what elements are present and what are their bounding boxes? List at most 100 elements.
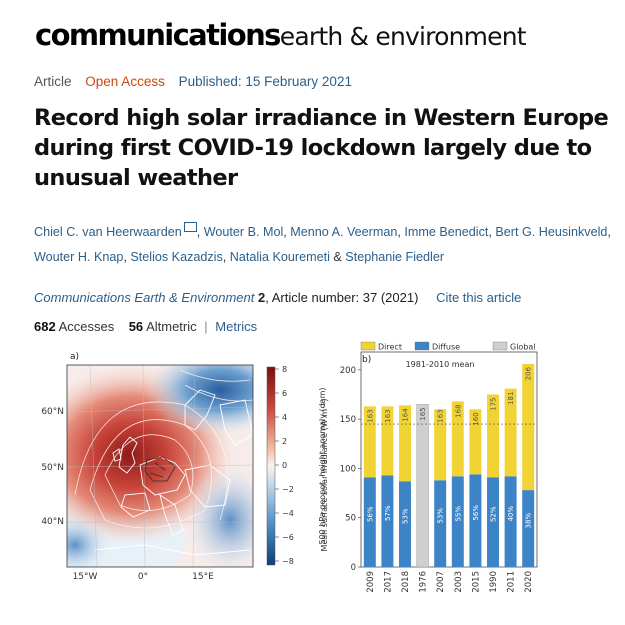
accesses-label: Accesses — [58, 319, 115, 334]
bar-total-label: 163 — [366, 409, 374, 422]
author-link[interactable]: Stephanie Fiedler — [345, 250, 445, 264]
colorbar — [266, 366, 276, 566]
author-link[interactable]: Wouter B. Mol — [203, 225, 284, 239]
bar-direct — [451, 401, 464, 477]
altmetric-label: Altmetric — [146, 319, 197, 334]
y-tick-label: 100 — [340, 464, 356, 474]
altmetric-count: 56 — [128, 319, 144, 334]
legend-swatch — [360, 341, 376, 351]
bar-diffuse — [504, 476, 517, 567]
colorbar-tick-label: −4 — [282, 509, 294, 518]
x-tick-label: 2020 — [524, 571, 534, 593]
legend-label: Global — [510, 343, 536, 352]
author-list: Chiel C. van Heerwaarden, Wouter B. Mol,… — [34, 220, 614, 270]
colorbar-tick-label: −6 — [282, 533, 294, 542]
anomaly-map-figure: a) — [41, 352, 327, 582]
bar-diffuse — [434, 480, 447, 567]
diffuse-pct-label: 53% — [437, 508, 445, 524]
mean-annotation: 1981-2010 mean — [406, 360, 475, 369]
x-tick-label: 2015 — [471, 571, 481, 593]
open-access-badge: Open Access — [85, 74, 165, 89]
diffuse-pct-label: 52% — [490, 506, 498, 522]
diffuse-pct-label: 57% — [384, 505, 392, 521]
article-meta: Article Open Access Published: 15 Februa… — [34, 74, 362, 89]
author-link[interactable]: Chiel C. van Heerwaarden — [34, 225, 182, 239]
author-link[interactable]: Natalia Kouremeti — [229, 250, 330, 264]
panel-b-label: b) — [362, 355, 371, 365]
article-type: Article — [34, 74, 72, 89]
colorbar-tick-label: 4 — [282, 413, 287, 422]
y-tick-label: 150 — [340, 415, 356, 425]
colorbar-tick-label: −2 — [282, 485, 294, 494]
colorbar-tick-label: 6 — [282, 389, 287, 398]
diffuse-pct-label: 53% — [402, 508, 410, 524]
lat-label: 40°N — [41, 517, 64, 527]
citation-journal[interactable]: Communications Earth & Environment — [34, 290, 255, 305]
x-tick-label: 2017 — [383, 571, 393, 593]
colorbar-tick-label: 0 — [282, 461, 287, 470]
bar-total-label: 163 — [437, 409, 445, 422]
bar-diffuse — [451, 476, 464, 567]
email-icon[interactable] — [183, 222, 197, 232]
bar-diffuse — [487, 477, 499, 567]
author-and: & — [333, 250, 342, 264]
author-link[interactable]: Bert G. Heusinkveld — [495, 225, 608, 239]
legend-label: Diffuse — [432, 343, 460, 352]
citation-line: Communications Earth & Environment 2, Ar… — [34, 290, 521, 305]
article-title: Record high solar irradiance in Western … — [34, 105, 609, 191]
bar-total-label: 175 — [490, 398, 498, 411]
journal-masthead[interactable]: communicationsearth & environment — [35, 18, 527, 52]
y-tick-label: 200 — [340, 366, 356, 376]
bar-direct — [469, 409, 482, 475]
author-link[interactable]: Wouter H. Knap — [34, 250, 124, 264]
legend-label: Direct — [378, 343, 402, 352]
author-link[interactable]: Stelios Kazadzis — [130, 250, 223, 264]
colorbar-tick-label: 2 — [282, 437, 287, 446]
bar-direct — [504, 388, 517, 477]
citation-volume: 2 — [258, 290, 266, 305]
lat-label: 50°N — [41, 463, 64, 473]
accesses-count: 682 — [34, 319, 56, 334]
lat-label: 60°N — [41, 407, 64, 417]
colorbar-tick-label: 8 — [282, 365, 287, 374]
bar-total-label: 165 — [419, 407, 427, 420]
cite-this-article-link[interactable]: Cite this article — [436, 290, 522, 305]
x-tick-label: 2003 — [454, 571, 464, 593]
bar-diffuse — [399, 481, 411, 567]
colorbar-tick-label: −8 — [282, 557, 294, 566]
x-tick-label: 2018 — [401, 571, 411, 593]
x-tick-label: 1990 — [489, 571, 499, 593]
bar-total-label: 168 — [454, 404, 462, 417]
bar-total-label: 206 — [525, 366, 533, 380]
irradiance-bar-chart: Direct Diffuse Global b) 1981-2010 mean 0 5… — [320, 341, 538, 593]
bar-diffuse — [522, 490, 535, 567]
bar-diffuse — [469, 474, 482, 567]
article-metrics: 682 Accesses 56 Altmetric | Metrics — [34, 319, 258, 334]
panel-a-label: a) — [70, 352, 79, 362]
y-tick-label: 50 — [345, 514, 356, 524]
bar-total-label: 160 — [472, 412, 480, 425]
bar-diffuse — [381, 475, 394, 567]
journal-name-light: earth & environment — [279, 22, 527, 51]
bar-direct — [522, 363, 535, 491]
citation-article-number: , Article number: 37 (2021) — [265, 290, 419, 305]
bar-total-label: 181 — [507, 392, 515, 405]
diffuse-pct-label: 38% — [525, 513, 533, 529]
diffuse-pct-label: 56% — [472, 505, 480, 521]
author-link[interactable]: Imme Benedict — [404, 225, 489, 239]
x-tick-label: 1976 — [419, 571, 429, 593]
x-tick-label: 2011 — [507, 571, 517, 593]
y-tick-label: 0 — [351, 563, 356, 573]
bar-total-label: 163 — [384, 409, 392, 422]
legend-swatch — [492, 341, 508, 351]
colorbar-label: 500 hPa geopot. height anomaly (dam) — [318, 387, 327, 544]
bar-direct — [399, 405, 411, 482]
bar-total-label: 164 — [402, 408, 410, 422]
journal-name-bold: communications — [35, 18, 281, 52]
bar-direct — [487, 394, 499, 478]
metrics-link[interactable]: Metrics — [215, 319, 258, 334]
bar-direct — [381, 406, 394, 476]
bar-diffuse — [363, 477, 376, 567]
author-link[interactable]: Menno A. Veerman — [290, 225, 398, 239]
diffuse-pct-label: 55% — [454, 506, 462, 522]
